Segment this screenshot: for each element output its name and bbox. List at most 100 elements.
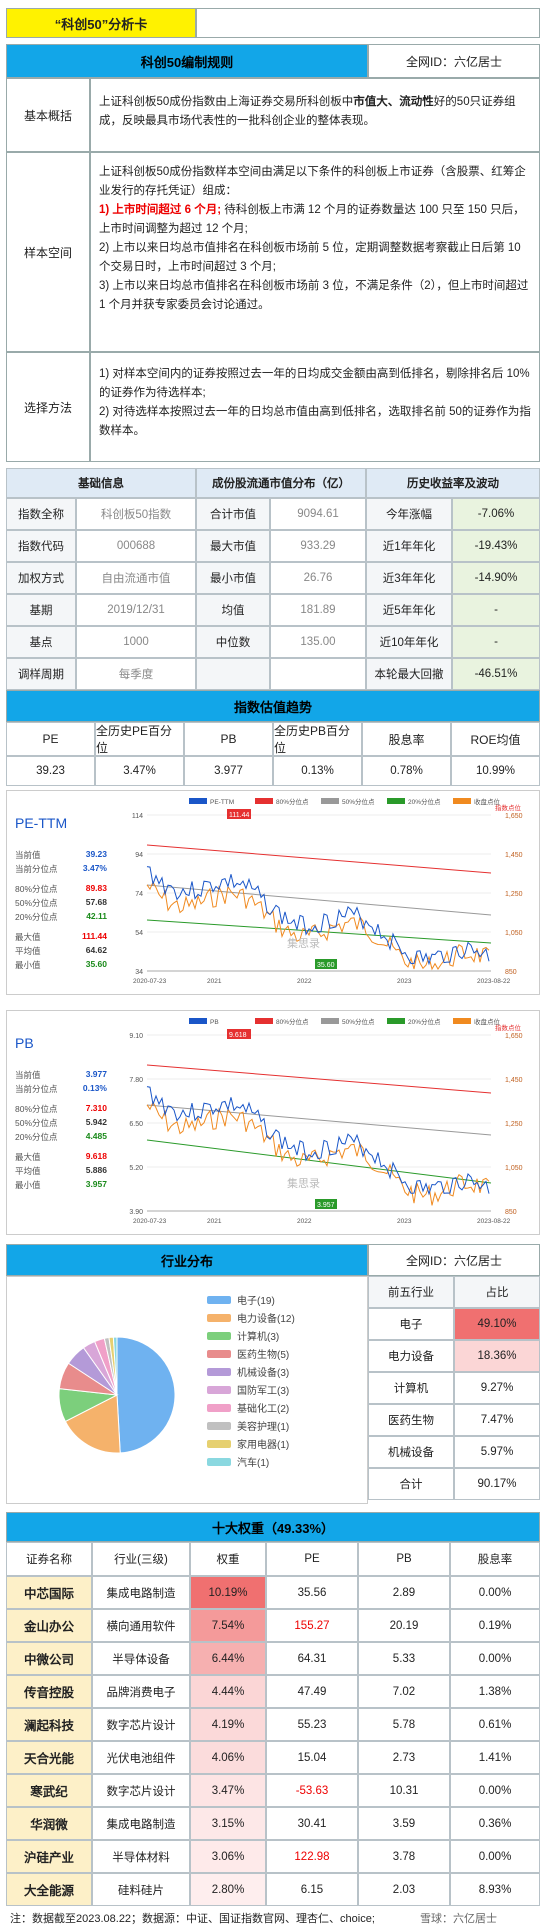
rules-heading: 科创50编制规则 <box>6 44 368 78</box>
basic-label: 今年涨幅 <box>366 498 452 530</box>
x-tick: 2020-07-23 <box>133 1218 167 1225</box>
stat-row: 80%分位点 89.83 <box>15 883 107 895</box>
y-tick-left: 3.90 <box>129 1209 143 1216</box>
basic-value: 1000 <box>76 626 196 658</box>
top10-cell: 3.47% <box>190 1774 266 1807</box>
right-axis-note: 指数点位 <box>495 803 522 812</box>
x-tick: 2021 <box>207 978 222 985</box>
top10-cell: 35.56 <box>266 1576 358 1609</box>
pb-stats: PB 当前值 3.977 当前分位点 0.13% 80%分位点 7.310 50%分位点 5.9… <box>11 1015 111 1225</box>
stat-row: 20%分位点 42.11 <box>15 911 107 923</box>
x-tick: 2023-08-22 <box>477 978 511 985</box>
method-label: 选择方法 <box>6 352 90 462</box>
stat-row: 当前值 3.977 <box>15 1069 107 1081</box>
index-close-line <box>146 1101 490 1206</box>
legend-label: 20%分位点 <box>408 797 441 806</box>
stock-name: 寒武纪 <box>6 1774 92 1807</box>
basic-label: 均值 <box>196 594 270 626</box>
pie-legend-swatch <box>207 1440 231 1448</box>
top10-cell: 3.59 <box>358 1807 450 1840</box>
stat-name: 最大值 <box>15 1152 41 1162</box>
top-industry-share: 18.36% <box>454 1340 540 1372</box>
top10-cell: 硅料硅片 <box>92 1873 190 1906</box>
watermark: 集思录 <box>287 1176 320 1190</box>
legend-swatch <box>453 798 471 804</box>
basic-value <box>270 658 366 690</box>
legend-swatch <box>387 1018 405 1024</box>
basic-label <box>196 658 270 690</box>
top10-cell: 47.49 <box>266 1675 358 1708</box>
title-spacer <box>196 8 540 38</box>
top10-cell: 155.27 <box>266 1609 358 1642</box>
pie-legend-swatch <box>207 1422 231 1430</box>
top10-cell: 3.06% <box>190 1840 266 1873</box>
stock-name: 沪硅产业 <box>6 1840 92 1873</box>
industry-pie: 电子(19) 电力设备(12) 计算机(3) 医药生物(5) 机械设备(3) 国防军工(3… <box>58 1294 295 1469</box>
top10-cell: 55.23 <box>266 1708 358 1741</box>
top-industry-share: 90.17% <box>454 1468 540 1500</box>
y-tick-right: 1,050 <box>505 930 523 937</box>
stat-value: 3.977 <box>85 1069 107 1079</box>
stat-row: 当前分位点 3.47% <box>15 863 107 875</box>
stat-value: 64.62 <box>85 945 107 955</box>
stat-row: 平均值 64.62 <box>15 945 107 957</box>
stat-row: 平均值 5.886 <box>15 1165 107 1177</box>
top-industry-share: 9.27% <box>454 1372 540 1404</box>
y-tick-left: 114 <box>132 813 143 820</box>
percentile-50-line <box>146 884 492 916</box>
pie-legend-label: 计算机(3) <box>237 1330 279 1343</box>
stat-value: 0.13% <box>82 1083 107 1093</box>
valuation-value: 0.78% <box>362 756 451 786</box>
stat-name: 最小值 <box>15 960 41 970</box>
basic-label: 本轮最大回撤 <box>366 658 452 690</box>
stat-row: 50%分位点 5.942 <box>15 1117 107 1129</box>
top10-cell: 2.89 <box>358 1576 450 1609</box>
top-industry-name: 电力设备 <box>368 1340 454 1372</box>
chart-title: PE-TTM <box>15 815 68 831</box>
card-title: “科创50”分析卡 <box>6 8 196 38</box>
top10-cell: 1.38% <box>450 1675 540 1708</box>
max-marker <box>227 809 251 819</box>
stat-name: 50%分位点 <box>15 898 58 908</box>
stat-row: 最大值 9.618 <box>15 1151 107 1163</box>
sample-text: 上证科创板50成份指数样本空间由满足以下条件的科创板上市证券（含股票、红筹企业发… <box>90 152 540 352</box>
basic-label: 基点 <box>6 626 76 658</box>
y-tick-right: 1,650 <box>505 1033 523 1040</box>
x-tick: 2023 <box>397 978 412 985</box>
stat-name: 当前值 <box>15 1070 41 1080</box>
pie-legend-label: 医药生物(5) <box>237 1348 289 1361</box>
stat-value: 5.886 <box>85 1165 107 1175</box>
basic-label: 近3年年化 <box>366 562 452 594</box>
y-tick-left: 9.10 <box>129 1033 143 1040</box>
pie-legend-swatch <box>207 1332 231 1340</box>
pie-legend-label: 汽车(1) <box>237 1456 269 1469</box>
percentile-50-line <box>146 1104 492 1136</box>
min-label: 35.60 <box>317 962 335 969</box>
stat-name: 当前值 <box>15 850 41 860</box>
stat-row: 当前值 39.23 <box>15 849 107 861</box>
legend-swatch <box>189 1018 207 1024</box>
pie-legend-label: 电子(19) <box>237 1294 275 1307</box>
stat-value: 7.310 <box>85 1103 107 1113</box>
top10-cell: 4.06% <box>190 1741 266 1774</box>
percentile-20-line <box>146 1139 492 1184</box>
top10-cell: 0.61% <box>450 1708 540 1741</box>
y-tick-left: 5.20 <box>129 1165 143 1172</box>
top10-cell: 4.19% <box>190 1708 266 1741</box>
stat-value: 3.47% <box>82 863 107 873</box>
basic-value: 2019/12/31 <box>76 594 196 626</box>
pie-legend-label: 美容护理(1) <box>237 1420 289 1433</box>
legend-label: PB <box>210 1019 219 1026</box>
top10-cell: 5.78 <box>358 1708 450 1741</box>
y-tick-right: 1,050 <box>505 1165 523 1172</box>
sample-label: 样本空间 <box>6 152 90 352</box>
top10-cell: 0.36% <box>450 1807 540 1840</box>
y-tick-right: 850 <box>505 1209 517 1216</box>
stat-value: 4.485 <box>85 1131 107 1141</box>
stat-row: 80%分位点 7.310 <box>15 1103 107 1115</box>
top10-cell: 20.19 <box>358 1609 450 1642</box>
legend-swatch <box>321 798 339 804</box>
valuation-line <box>146 1086 490 1196</box>
